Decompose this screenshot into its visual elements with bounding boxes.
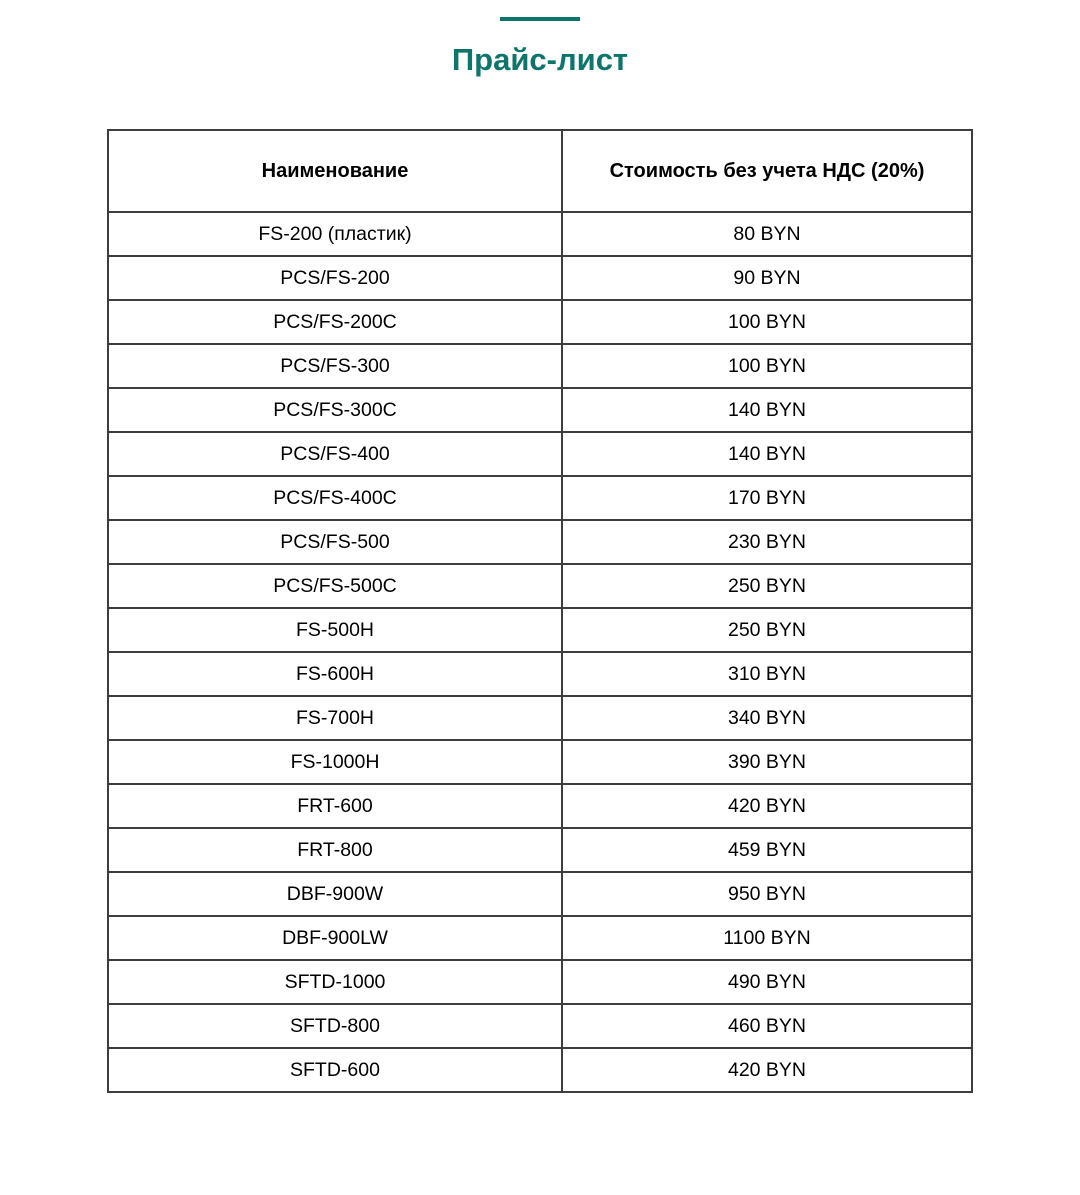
price-cell: 1100 BYN bbox=[561, 915, 973, 962]
product-name-cell: FS-700H bbox=[107, 695, 563, 742]
price-table-header: Наименование Стоимость без учета НДС (20… bbox=[107, 129, 973, 214]
table-row: PCS/FS-500C 250 BYN bbox=[107, 563, 973, 610]
table-row: SFTD-600 420 BYN bbox=[107, 1047, 973, 1094]
column-header-price: Стоимость без учета НДС (20%) bbox=[561, 129, 973, 214]
product-name-cell: FRT-800 bbox=[107, 827, 563, 874]
product-name-cell: DBF-900LW bbox=[107, 915, 563, 962]
table-row: DBF-900LW 1100 BYN bbox=[107, 915, 973, 962]
product-name-cell: SFTD-800 bbox=[107, 1003, 563, 1050]
product-name-cell: PCS/FS-500C bbox=[107, 563, 563, 610]
table-row: PCS/FS-200C 100 BYN bbox=[107, 299, 973, 346]
product-name-cell: FS-1000H bbox=[107, 739, 563, 786]
product-name-cell: FRT-600 bbox=[107, 783, 563, 830]
table-row: FS-700H 340 BYN bbox=[107, 695, 973, 742]
price-cell: 420 BYN bbox=[561, 783, 973, 830]
product-name-cell: PCS/FS-200C bbox=[107, 299, 563, 346]
price-cell: 490 BYN bbox=[561, 959, 973, 1006]
price-cell: 140 BYN bbox=[561, 431, 973, 478]
table-row: PCS/FS-500 230 BYN bbox=[107, 519, 973, 566]
price-cell: 250 BYN bbox=[561, 607, 973, 654]
product-name-cell: PCS/FS-400 bbox=[107, 431, 563, 478]
table-row: FS-600H 310 BYN bbox=[107, 651, 973, 698]
price-cell: 310 BYN bbox=[561, 651, 973, 698]
table-row: FS-500H 250 BYN bbox=[107, 607, 973, 654]
product-name-cell: FS-600H bbox=[107, 651, 563, 698]
table-row: FRT-800 459 BYN bbox=[107, 827, 973, 874]
product-name-cell: FS-200 (пластик) bbox=[107, 211, 563, 258]
price-cell: 250 BYN bbox=[561, 563, 973, 610]
table-row: FS-200 (пластик) 80 BYN bbox=[107, 211, 973, 258]
table-row: SFTD-800 460 BYN bbox=[107, 1003, 973, 1050]
product-name-cell: SFTD-600 bbox=[107, 1047, 563, 1094]
table-row: PCS/FS-400 140 BYN bbox=[107, 431, 973, 478]
product-name-cell: SFTD-1000 bbox=[107, 959, 563, 1006]
price-cell: 950 BYN bbox=[561, 871, 973, 918]
product-name-cell: PCS/FS-300 bbox=[107, 343, 563, 390]
price-cell: 100 BYN bbox=[561, 343, 973, 390]
price-cell: 170 BYN bbox=[561, 475, 973, 522]
header-row: Наименование Стоимость без учета НДС (20… bbox=[107, 129, 973, 214]
product-name-cell: PCS/FS-500 bbox=[107, 519, 563, 566]
product-name-cell: FS-500H bbox=[107, 607, 563, 654]
product-name-cell: PCS/FS-300C bbox=[107, 387, 563, 434]
table-row: PCS/FS-200 90 BYN bbox=[107, 255, 973, 302]
product-name-cell: PCS/FS-200 bbox=[107, 255, 563, 302]
table-row: FRT-600 420 BYN bbox=[107, 783, 973, 830]
price-cell: 420 BYN bbox=[561, 1047, 973, 1094]
price-cell: 140 BYN bbox=[561, 387, 973, 434]
price-cell: 90 BYN bbox=[561, 255, 973, 302]
price-table: Наименование Стоимость без учета НДС (20… bbox=[107, 129, 973, 1094]
price-cell: 460 BYN bbox=[561, 1003, 973, 1050]
product-name-cell: DBF-900W bbox=[107, 871, 563, 918]
price-table-body: FS-200 (пластик) 80 BYN PCS/FS-200 90 BYN PC… bbox=[107, 211, 973, 1094]
table-row: SFTD-1000 490 BYN bbox=[107, 959, 973, 1006]
table-row: DBF-900W 950 BYN bbox=[107, 871, 973, 918]
title-accent-line bbox=[500, 17, 580, 21]
price-cell: 100 BYN bbox=[561, 299, 973, 346]
price-cell: 340 BYN bbox=[561, 695, 973, 742]
price-cell: 80 BYN bbox=[561, 211, 973, 258]
page-title: Прайс-лист bbox=[451, 42, 629, 77]
table-row: PCS/FS-300C 140 BYN bbox=[107, 387, 973, 434]
price-cell: 459 BYN bbox=[561, 827, 973, 874]
product-name-cell: PCS/FS-400C bbox=[107, 475, 563, 522]
price-cell: 390 BYN bbox=[561, 739, 973, 786]
table-row: PCS/FS-300 100 BYN bbox=[107, 343, 973, 390]
price-cell: 230 BYN bbox=[561, 519, 973, 566]
table-row: FS-1000H 390 BYN bbox=[107, 739, 973, 786]
column-header-name: Наименование bbox=[107, 129, 563, 214]
table-row: PCS/FS-400C 170 BYN bbox=[107, 475, 973, 522]
